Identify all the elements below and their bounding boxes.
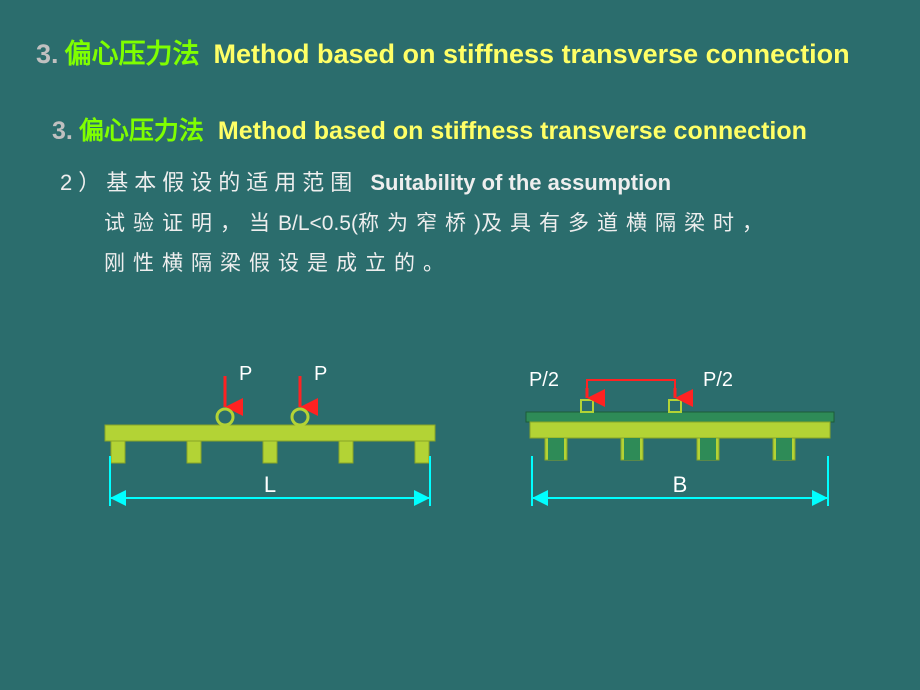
body-line-1: 试验证明，当B/L<0.5(称为窄桥)及具有多道横隔梁时， (0, 197, 920, 237)
body-line-2: 刚性横隔梁假设是成立的。 (0, 237, 920, 277)
svg-text:P/2: P/2 (703, 369, 733, 391)
svg-text:P: P (239, 363, 252, 385)
subtitle-number: 3. (52, 117, 73, 146)
section-cn: 2）基本假设的适用范围 (60, 170, 358, 195)
section-en: Suitability of the assumption (370, 170, 671, 195)
bridge-diagram: P P L P/2 P/2 B (0, 340, 920, 640)
title-en: Method based on stiffness transverse con… (214, 39, 850, 70)
subtitle-header: 3. 偏心压力法 Method based on stiffness trans… (0, 71, 920, 147)
section-line: 2）基本假设的适用范围 Suitability of the assumptio… (0, 147, 920, 197)
svg-text:P: P (314, 363, 327, 385)
svg-text:L: L (264, 472, 276, 497)
subtitle-en: Method based on stiffness transverse con… (218, 117, 807, 146)
title-number: 3. (36, 39, 59, 70)
svg-text:B: B (673, 472, 688, 497)
svg-text:P/2: P/2 (529, 369, 559, 391)
title-cn: 偏心压力法 (65, 32, 200, 71)
title-header: 3. 偏心压力法 Method based on stiffness trans… (0, 0, 920, 71)
subtitle-cn: 偏心压力法 (79, 111, 204, 147)
